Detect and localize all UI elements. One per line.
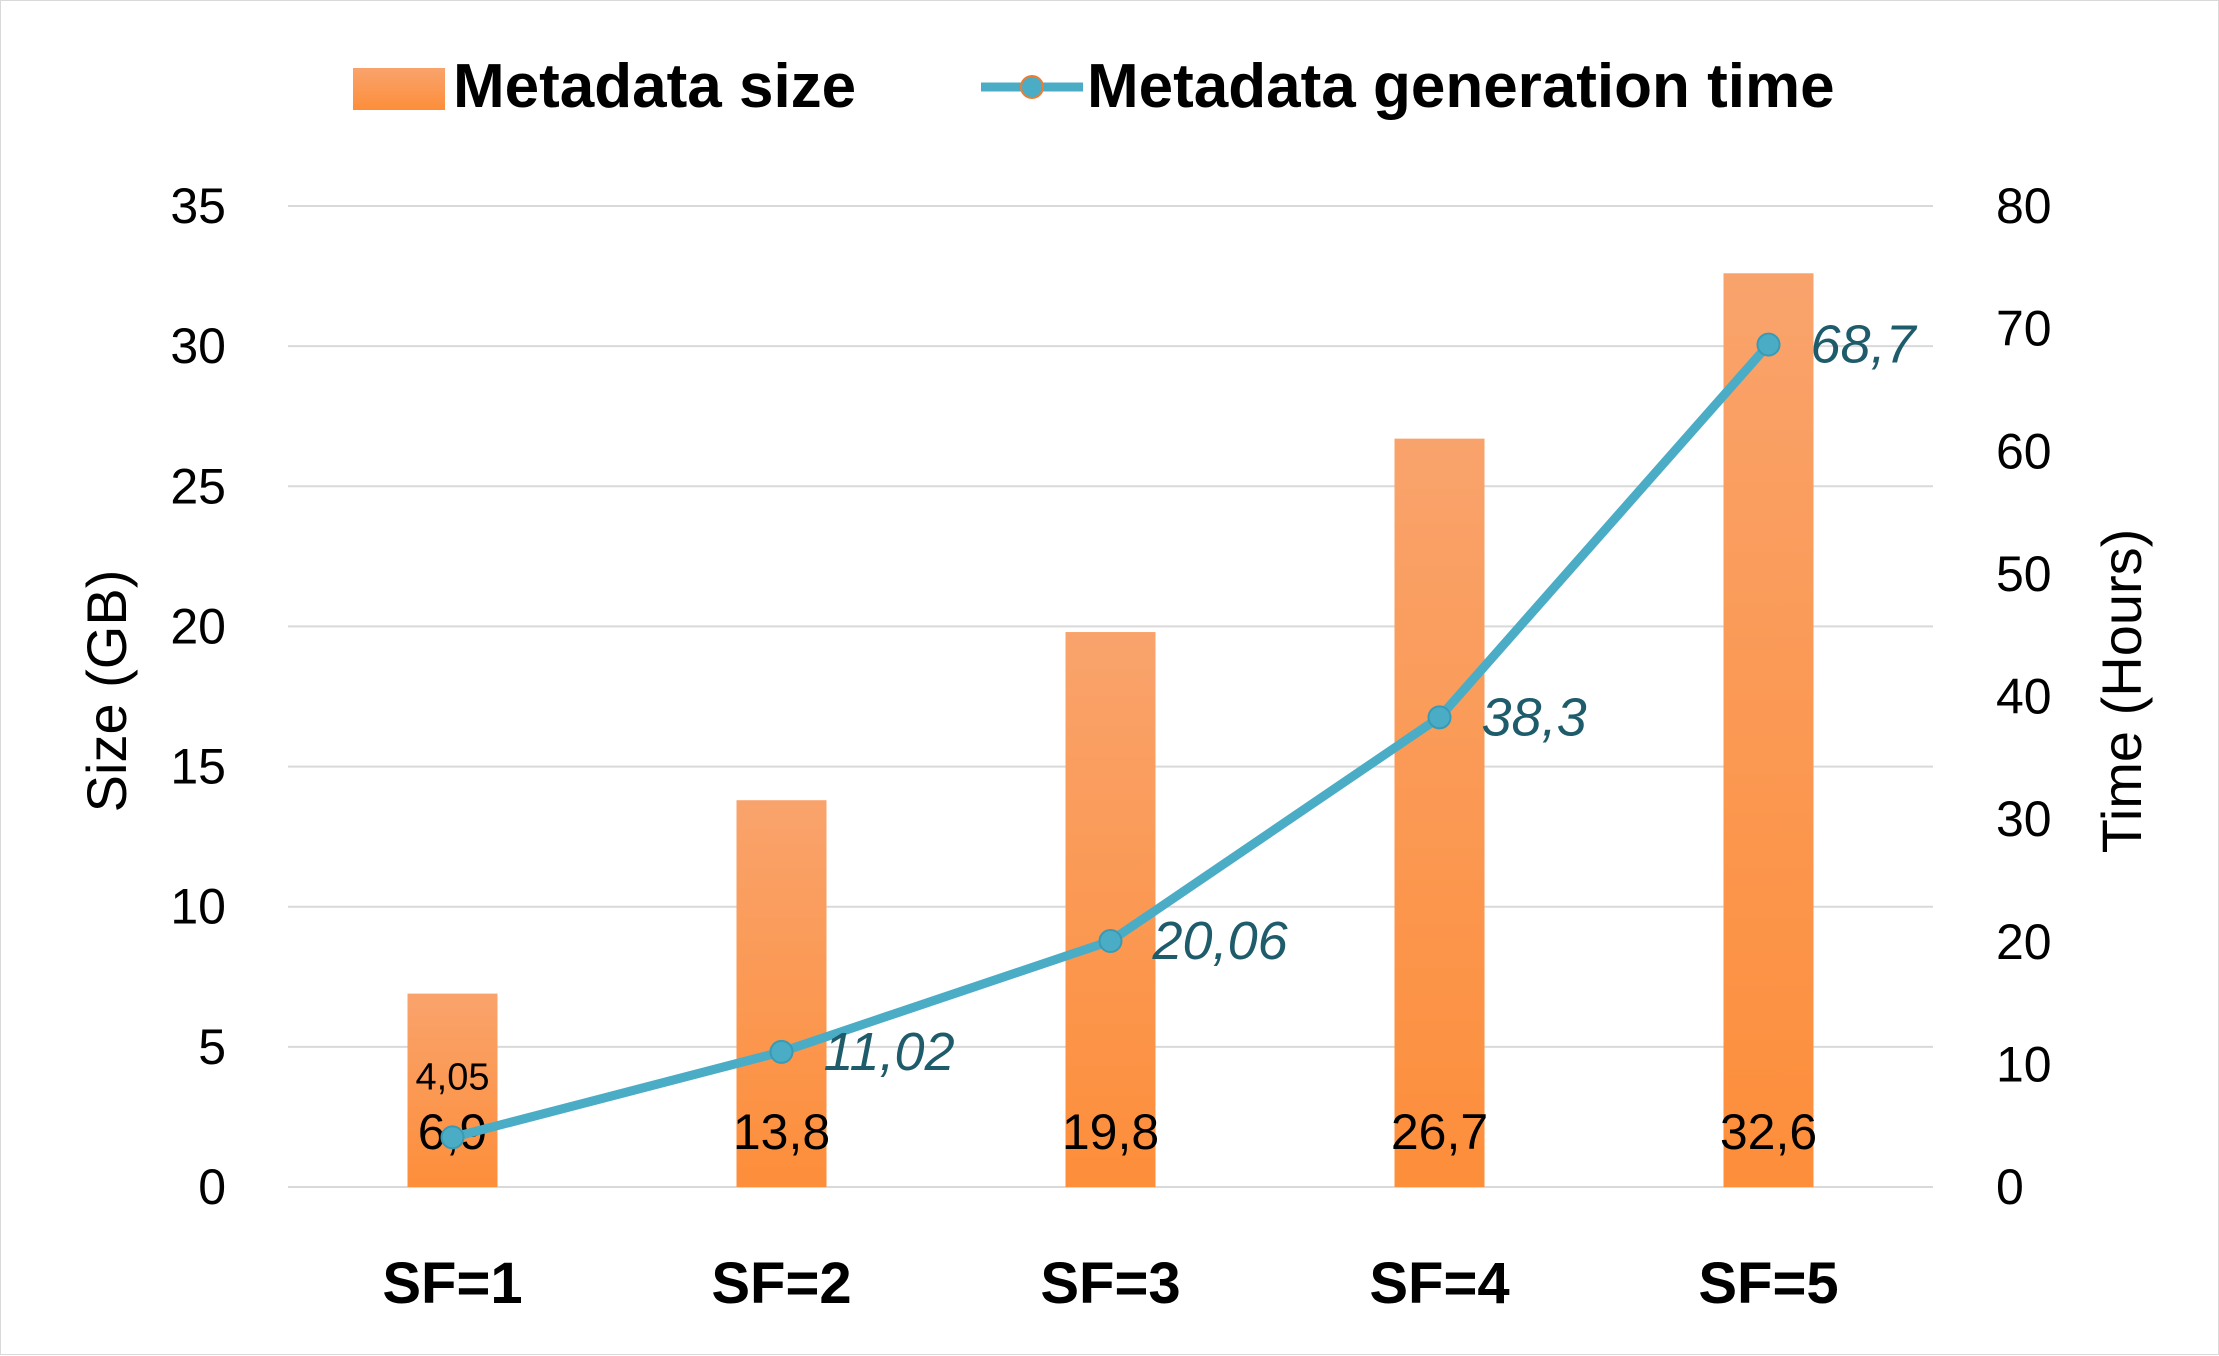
left-axis-title: Size (GB) <box>75 570 138 813</box>
category-label: SF=5 <box>1698 1251 1838 1316</box>
right-tick-label: 20 <box>1996 914 2052 970</box>
bars-metadata-size: 6,913,819,826,732,6 <box>407 273 1817 1188</box>
category-label: SF=2 <box>711 1251 851 1316</box>
right-axis-ticks: 0 10 20 30 40 50 60 70 80 <box>1996 178 2052 1215</box>
line-data-label: 38,3 <box>1482 687 1587 747</box>
line-data-label: 11,02 <box>824 1022 955 1082</box>
bar-metadata-size <box>1394 438 1485 1187</box>
left-axis-ticks: 0 5 10 15 20 25 30 35 <box>170 178 226 1215</box>
category-label: SF=3 <box>1040 1251 1180 1316</box>
bar-data-label: 19,8 <box>1062 1104 1159 1160</box>
left-tick-label: 30 <box>170 318 226 374</box>
line-data-label: 68,7 <box>1811 315 1918 375</box>
bar-metadata-size <box>1065 632 1156 1187</box>
right-tick-label: 30 <box>1996 791 2052 847</box>
line-point <box>769 1039 794 1064</box>
left-tick-label: 0 <box>198 1159 226 1215</box>
legend-label-generation-time: Metadata generation time <box>1087 52 1835 121</box>
legend-label-metadata-size: Metadata size <box>453 52 856 121</box>
line-data-label: 20,06 <box>1152 911 1289 971</box>
right-tick-label: 80 <box>1996 178 2052 234</box>
bar-metadata-size <box>736 800 827 1187</box>
left-tick-label: 5 <box>198 1019 226 1075</box>
legend: Metadata size Metadata generation time <box>353 52 1835 121</box>
right-tick-label: 10 <box>1996 1036 2052 1092</box>
line-data-label: 4,05 <box>416 1056 490 1098</box>
right-axis-title: Time (Hours) <box>2090 529 2153 854</box>
bar-data-label: 13,8 <box>733 1104 830 1160</box>
right-tick-label: 0 <box>1996 1159 2024 1215</box>
line-point <box>1098 929 1123 954</box>
bar-data-label: 32,6 <box>1720 1104 1817 1160</box>
right-tick-label: 50 <box>1996 546 2052 602</box>
bar-data-label: 26,7 <box>1391 1104 1488 1160</box>
left-tick-label: 35 <box>170 178 226 234</box>
category-label: SF=4 <box>1369 1251 1509 1316</box>
right-tick-label: 60 <box>1996 423 2052 479</box>
left-tick-label: 10 <box>170 879 226 935</box>
category-label: SF=1 <box>382 1251 522 1316</box>
left-tick-label: 15 <box>170 739 226 795</box>
category-labels: SF=1 SF=2 SF=3 SF=4 SF=5 <box>382 1251 1838 1316</box>
right-tick-label: 40 <box>1996 669 2052 725</box>
line-point <box>1427 705 1452 730</box>
right-tick-label: 70 <box>1996 301 2052 357</box>
line-point <box>440 1125 465 1150</box>
left-tick-label: 20 <box>170 598 226 654</box>
bar-metadata-size <box>1723 273 1814 1188</box>
line-point <box>1756 332 1781 357</box>
line-generation-time: 4,05 11,02 20,06 38,3 68,7 <box>416 315 1918 1150</box>
bar-metadata-size <box>407 993 498 1187</box>
left-tick-label: 25 <box>170 458 226 514</box>
legend-swatch-metadata-size <box>353 68 445 110</box>
legend-swatch-marker <box>1020 75 1044 99</box>
